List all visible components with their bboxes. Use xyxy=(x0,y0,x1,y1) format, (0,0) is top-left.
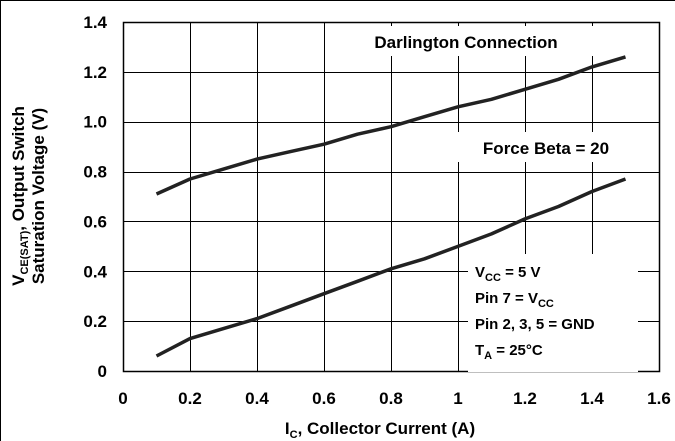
x-tick-labels: 0 0.2 0.4 0.6 0.8 1 1.2 1.4 1.6 xyxy=(118,389,671,408)
conditions-box xyxy=(468,254,638,372)
condition-pin7: Pin 7 = VCC xyxy=(475,290,554,310)
x-tick-label-2: 0.4 xyxy=(245,389,269,408)
series-line-0 xyxy=(155,55,627,196)
x-tick-label-6: 1.2 xyxy=(513,389,537,408)
condition-ta: TA = 25°C xyxy=(475,342,543,362)
x-tick-label-3: 0.6 xyxy=(312,389,336,408)
y-tick-labels: 0 0.2 0.4 0.6 0.8 1.0 1.2 1.4 xyxy=(83,13,107,381)
y-tick-label-1: 0.2 xyxy=(83,312,107,331)
condition-vcc: VCC = 5 V xyxy=(475,264,541,284)
annotation-darlington-bg xyxy=(337,26,595,56)
annotation-force-beta-bg xyxy=(454,132,638,162)
x-tick-label-0: 0 xyxy=(118,389,127,408)
annotation-force-beta: Force Beta = 20 xyxy=(483,139,609,158)
y-tick-label-5: 1.0 xyxy=(83,113,107,132)
y-tick-label-2: 0.4 xyxy=(83,262,107,281)
y-tick-label-7: 1.4 xyxy=(83,13,107,32)
x-tick-label-5: 1 xyxy=(453,389,462,408)
y-tick-label-6: 1.2 xyxy=(83,63,107,82)
x-tick-label-1: 0.2 xyxy=(178,389,202,408)
x-tick-label-7: 1.4 xyxy=(580,389,604,408)
plot-border xyxy=(122,21,661,373)
plot-area-border xyxy=(122,21,661,373)
y-tick-label-0: 0 xyxy=(98,362,107,381)
y-axis-label-line1: VCE(SAT), Output Switch xyxy=(9,106,31,286)
x-tick-label-8: 1.6 xyxy=(647,389,671,408)
x-tick-label-4: 0.8 xyxy=(379,389,403,408)
annotation-darlington: Darlington Connection xyxy=(374,33,557,52)
condition-pins-gnd: Pin 2, 3, 5 = GND xyxy=(475,316,595,333)
series-line-1 xyxy=(155,177,627,358)
y-axis-label-line2: Saturation Voltage (V) xyxy=(29,108,48,284)
y-tick-label-3: 0.6 xyxy=(83,212,107,231)
series-group xyxy=(155,55,627,358)
x-axis-label: IC, Collector Current (A) xyxy=(285,419,475,441)
y-tick-label-4: 0.8 xyxy=(83,163,107,182)
